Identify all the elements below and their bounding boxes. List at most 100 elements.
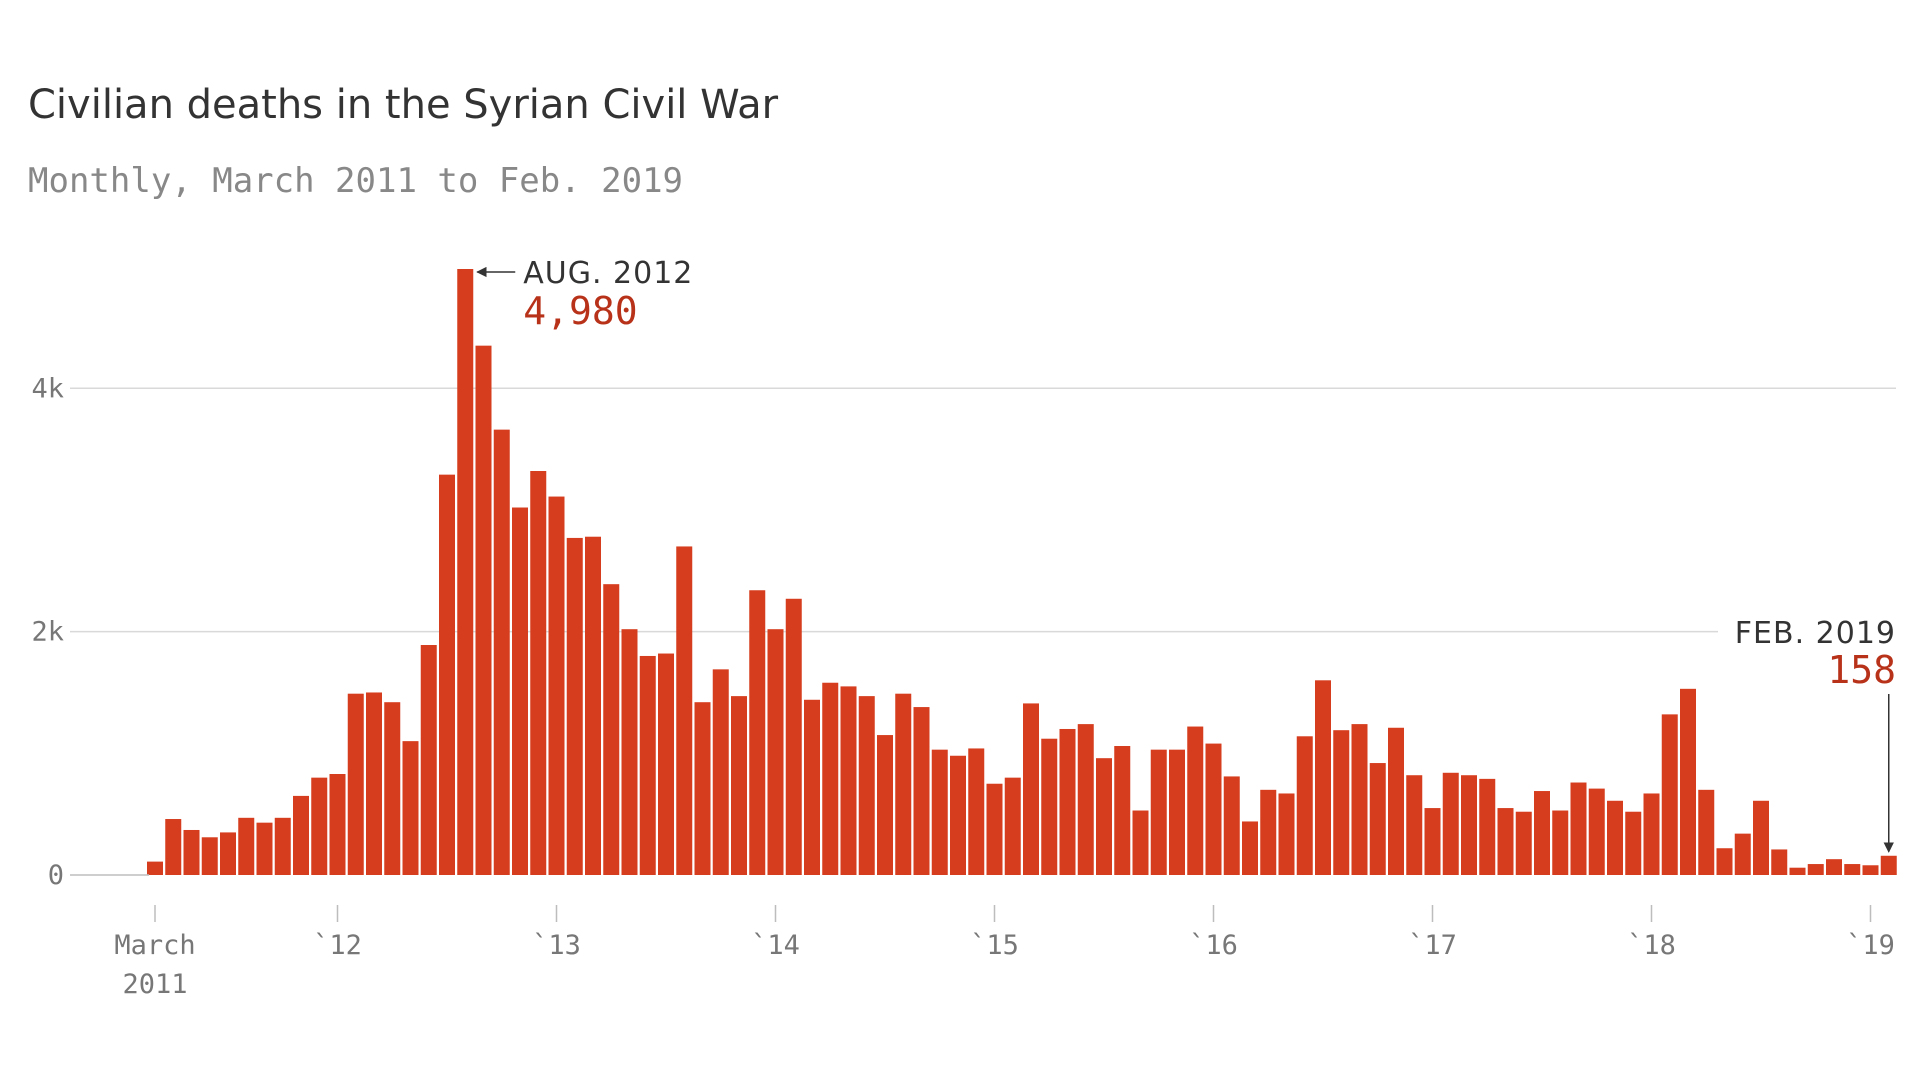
bar-37 [822, 682, 839, 875]
chart-subtitle: Monthly, March 2011 to Feb. 2019 [28, 161, 683, 201]
bar-28 [658, 653, 674, 875]
bar-34 [767, 629, 784, 875]
x-tick-label-58: `16 [1189, 930, 1238, 961]
bar-80 [1607, 800, 1623, 875]
bar-64 [1315, 680, 1331, 875]
bar-26 [621, 629, 638, 875]
bar-95 [1880, 855, 1897, 875]
annotation-value-peak: 4,980 [523, 289, 637, 333]
bar-14 [402, 741, 419, 875]
bar-36 [804, 699, 820, 875]
bar-62 [1278, 793, 1295, 875]
bar-73 [1479, 778, 1496, 875]
chart-title: Civilian deaths in the Syrian Civil War [28, 82, 779, 128]
bar-81 [1625, 811, 1642, 875]
x-tick-label-22: `13 [532, 930, 581, 961]
bar-47 [1004, 777, 1021, 875]
bar-19 [493, 429, 510, 875]
bar-24 [585, 536, 601, 875]
bar-1 [165, 819, 182, 875]
bar-93 [1844, 864, 1861, 875]
annotation-value-latest: 158 [1827, 648, 1896, 692]
bar-6 [256, 822, 273, 875]
bar-65 [1333, 730, 1350, 875]
axis-layer: 0 2k 4k March 2011 `12 `13 `14 `15 `16 `17 `18 `19 [31, 373, 1894, 1000]
bar-35 [785, 598, 802, 875]
bar-41 [895, 693, 912, 875]
bar-21 [530, 471, 547, 875]
bar-22 [548, 496, 565, 875]
x-tick-label-70: `17 [1408, 930, 1457, 961]
bar-46 [986, 783, 1003, 875]
bar-67 [1369, 763, 1386, 875]
bar-83 [1661, 714, 1678, 875]
bar-58 [1205, 743, 1222, 875]
bar-88 [1753, 800, 1769, 875]
y-tick-label-0: 0 [48, 860, 64, 891]
x-tick-label-82: `18 [1627, 930, 1676, 961]
bar-43 [931, 749, 948, 875]
bar-78 [1570, 782, 1587, 875]
bar-86 [1716, 848, 1733, 875]
bar-7 [274, 817, 291, 875]
bar-8 [293, 795, 309, 875]
y-tick-label-4k: 4k [31, 373, 64, 404]
bar-63 [1296, 736, 1313, 875]
x-tick-label-46: `15 [970, 930, 1019, 961]
bar-15 [420, 645, 437, 875]
bar-94 [1862, 865, 1879, 875]
x-tick-label-34: `14 [751, 930, 800, 961]
bars-layer [147, 269, 1897, 875]
bar-82 [1643, 793, 1660, 875]
bar-13 [384, 702, 401, 875]
bar-70 [1424, 808, 1441, 875]
bar-79 [1588, 788, 1605, 875]
bar-9 [311, 777, 328, 875]
bar-55 [1150, 749, 1167, 875]
bar-29 [676, 546, 693, 875]
bar-90 [1789, 867, 1806, 875]
bar-17 [457, 269, 474, 875]
bar-42 [913, 707, 930, 875]
bar-45 [968, 748, 985, 875]
bar-0 [147, 861, 163, 875]
bar-61 [1260, 789, 1277, 875]
bar-75 [1515, 811, 1532, 875]
bar-71 [1442, 772, 1459, 875]
bar-89 [1771, 849, 1788, 875]
bar-38 [840, 686, 857, 875]
bar-49 [1041, 738, 1058, 875]
bar-11 [347, 693, 364, 875]
bar-91 [1807, 864, 1824, 875]
bar-50 [1059, 728, 1076, 875]
bar-69 [1406, 775, 1423, 875]
bar-18 [475, 345, 492, 875]
bar-44 [950, 755, 966, 875]
annotation-date-peak: AUG. 2012 [523, 256, 693, 291]
bar-54 [1132, 810, 1149, 875]
x-tick-label-10: `12 [313, 930, 362, 961]
bar-72 [1461, 775, 1477, 875]
bar-3 [201, 837, 218, 875]
bar-4 [220, 832, 236, 875]
bar-59 [1223, 776, 1240, 875]
bar-74 [1497, 808, 1514, 875]
x-tick-label-94: `19 [1846, 930, 1895, 961]
bar-51 [1077, 724, 1094, 875]
bar-25 [603, 584, 620, 875]
bar-30 [694, 702, 711, 875]
x-tick-label-0: March [114, 930, 195, 961]
bar-32 [731, 696, 747, 875]
bar-60 [1242, 821, 1258, 875]
bar-33 [749, 590, 766, 875]
bar-20 [512, 507, 528, 875]
bar-85 [1698, 789, 1715, 875]
bar-48 [1023, 703, 1039, 875]
bar-39 [858, 696, 875, 875]
bar-12 [366, 692, 382, 875]
bar-5 [238, 817, 255, 875]
bar-76 [1534, 791, 1550, 875]
bar-23 [566, 537, 583, 875]
